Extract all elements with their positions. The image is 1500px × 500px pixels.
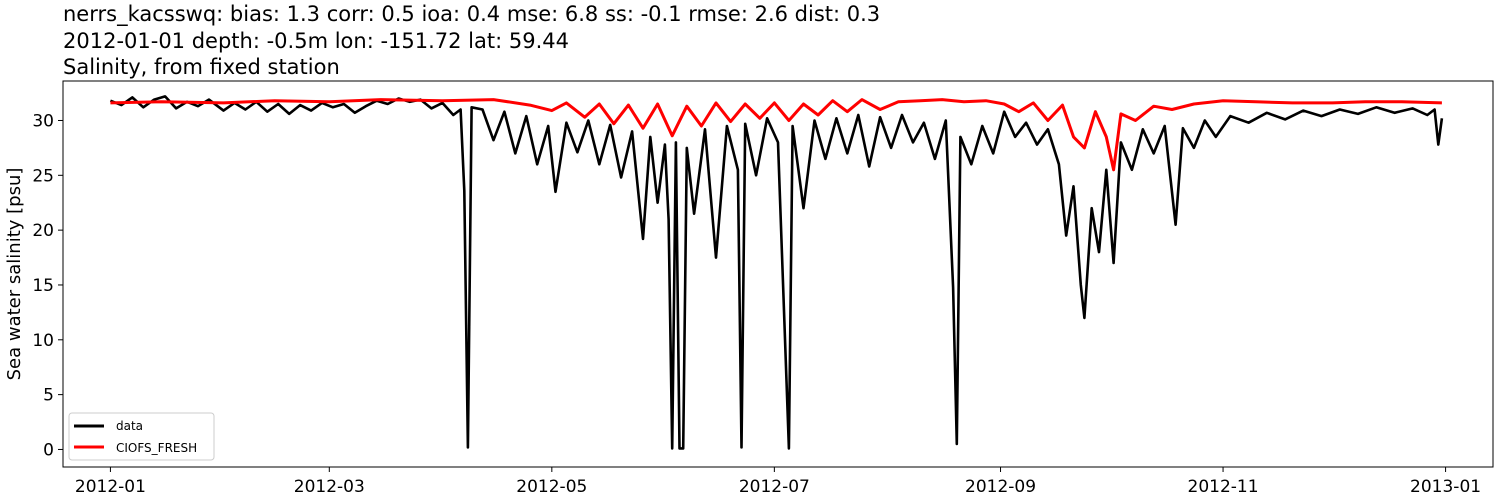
x-tick-label: 2012-01 (75, 477, 146, 497)
y-tick-label: 10 (32, 331, 54, 351)
y-tick-label: 30 (32, 111, 54, 131)
y-axis-label: Sea water salinity [psu] (4, 168, 25, 381)
y-tick-label: 0 (43, 440, 54, 460)
x-tick-label: 2013-01 (1410, 477, 1481, 497)
legend-label-ciofs-fresh: CIOFS_FRESH (116, 441, 197, 455)
y-tick-label: 20 (32, 221, 54, 241)
series-line-ciofs-fresh (110, 98, 1442, 172)
legend: data CIOFS_FRESH (68, 412, 215, 461)
x-tick-label: 2012-07 (739, 477, 810, 497)
axis-ticks: 2012-01 2012-03 2012-05 2012-07 2012-09 2012-… (32, 111, 1481, 497)
x-tick-label: 2012-11 (1188, 477, 1259, 497)
chart-title-line-1: nerrs_kacsswq: bias: 1.3 corr: 0.5 ioa: … (63, 2, 881, 26)
x-tick-label: 2012-03 (294, 477, 365, 497)
y-tick-label: 15 (32, 276, 54, 296)
chart-title-line-2: 2012-01-01 depth: -0.5m lon: -151.72 lat… (63, 29, 569, 53)
plot-frame (62, 80, 1494, 468)
y-tick-label: 5 (43, 386, 54, 406)
legend-box (68, 412, 215, 461)
plot-area (109, 95, 1444, 450)
legend-label-data: data (116, 419, 143, 433)
x-tick-label: 2012-09 (965, 477, 1036, 497)
x-tick-label: 2012-05 (516, 477, 587, 497)
chart-title-line-3: Salinity, from fixed station (63, 55, 340, 79)
series-line-data (109, 95, 1444, 450)
y-tick-label: 25 (32, 166, 54, 186)
